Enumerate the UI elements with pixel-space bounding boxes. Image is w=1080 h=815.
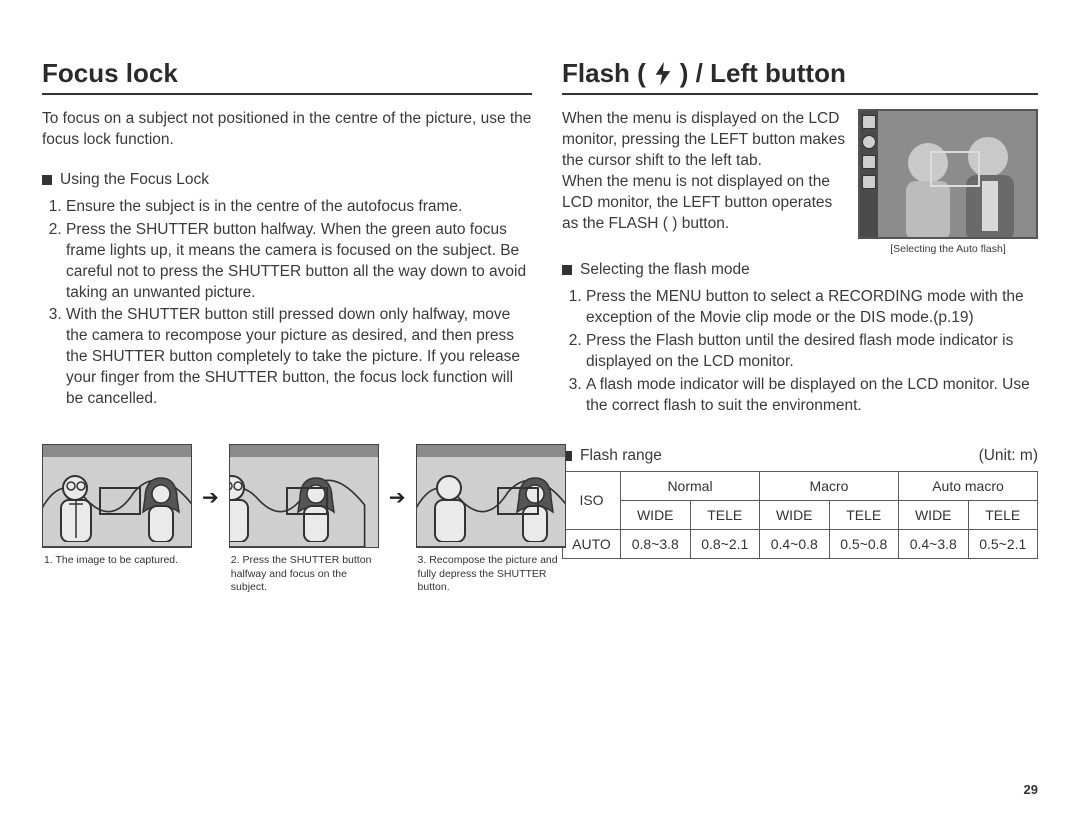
flash-title-post: ) / Left button [680, 58, 846, 89]
flash-range-heading: Flash range (Unit: m) [562, 447, 1038, 465]
table-cell: AUTO [563, 529, 621, 558]
illus-caption: 2. Press the SHUTTER button halfway and … [229, 554, 379, 595]
list-item: Press the Flash button until the desired… [586, 331, 1038, 373]
flash-subhead-text: Selecting the flash mode [580, 261, 750, 279]
focus-lock-intro: To focus on a subject not positioned in … [42, 109, 532, 151]
illus-caption: 3. Recompose the picture and fully depre… [416, 554, 566, 595]
table-header-sub: TELE [829, 500, 899, 529]
table-cell: 0.4~0.8 [760, 529, 830, 558]
flash-steps: Press the MENU button to select a RECORD… [562, 287, 1038, 419]
table-cell: 0.8~2.1 [690, 529, 760, 558]
flash-subhead: Selecting the flash mode [562, 261, 1038, 279]
list-item: Press the SHUTTER button halfway. When t… [66, 220, 532, 304]
person-man-icon [429, 472, 481, 542]
focus-lock-illustrations: 1. The image to be captured. ➔ [42, 444, 532, 595]
table-header-mode: Macro [760, 471, 899, 500]
person-man-icon [229, 472, 264, 542]
table-cell: 0.8~3.8 [621, 529, 691, 558]
flash-mode-icon [862, 135, 876, 149]
table-header-sub: TELE [690, 500, 760, 529]
table-header-sub: WIDE [760, 500, 830, 529]
page-number: 29 [1024, 782, 1038, 797]
list-item: With the SHUTTER button still pressed do… [66, 305, 532, 410]
flash-range-label: Flash range [580, 447, 662, 465]
autofocus-box-icon [286, 487, 328, 515]
focus-lock-subhead-text: Using the Focus Lock [60, 171, 209, 189]
arrow-right-icon: ➔ [202, 485, 219, 510]
right-column: Flash ( ) / Left button When the menu is… [562, 58, 1038, 815]
arrow-right-icon: ➔ [389, 485, 406, 510]
title-rule [42, 93, 532, 95]
table-header-mode: Auto macro [899, 471, 1038, 500]
flash-title: Flash ( ) / Left button [562, 58, 1038, 89]
focus-lock-title: Focus lock [42, 58, 532, 89]
illustration-3: 3. Recompose the picture and fully depre… [416, 444, 566, 595]
mode-icon [862, 115, 876, 129]
table-cell: 0.4~3.8 [899, 529, 969, 558]
table-header-iso: ISO [563, 471, 621, 529]
table-header-sub: TELE [968, 500, 1038, 529]
sample-lcd: [Selecting the Auto flash] [858, 109, 1038, 255]
title-rule [562, 93, 1038, 95]
table-header-sub: WIDE [621, 500, 691, 529]
illus-caption: 1. The image to be captured. [42, 554, 192, 568]
list-item: Press the MENU button to select a RECORD… [586, 287, 1038, 329]
autofocus-box-icon [497, 487, 539, 515]
flash-range-table: ISO Normal Macro Auto macro WIDE TELE WI… [562, 471, 1038, 559]
illustration-1: 1. The image to be captured. [42, 444, 192, 568]
table-header-mode: Normal [621, 471, 760, 500]
flash-icon [652, 61, 674, 87]
table-row: AUTO 0.8~3.8 0.8~2.1 0.4~0.8 0.5~0.8 0.4… [563, 529, 1038, 558]
autofocus-box-icon [99, 487, 141, 515]
list-item: Ensure the subject is in the centre of t… [66, 197, 532, 218]
flash-intro: When the menu is displayed on the LCD mo… [562, 109, 850, 235]
table-cell: 0.5~0.8 [829, 529, 899, 558]
left-column: Focus lock To focus on a subject not pos… [42, 58, 532, 815]
table-cell: 0.5~2.1 [968, 529, 1038, 558]
square-bullet-icon [42, 175, 52, 185]
flash-range-unit: (Unit: m) [979, 447, 1038, 465]
person-woman-icon [139, 476, 183, 542]
square-bullet-icon [562, 265, 572, 275]
focus-lock-subhead: Using the Focus Lock [42, 171, 532, 189]
flash-title-pre: Flash ( [562, 58, 646, 89]
table-header-sub: WIDE [899, 500, 969, 529]
illustration-2: 2. Press the SHUTTER button halfway and … [229, 444, 379, 595]
macro-icon [862, 155, 876, 169]
sample-caption: [Selecting the Auto flash] [858, 243, 1038, 255]
list-item: A flash mode indicator will be displayed… [586, 375, 1038, 417]
timer-icon [862, 175, 876, 189]
focus-lock-steps: Ensure the subject is in the centre of t… [42, 197, 532, 412]
